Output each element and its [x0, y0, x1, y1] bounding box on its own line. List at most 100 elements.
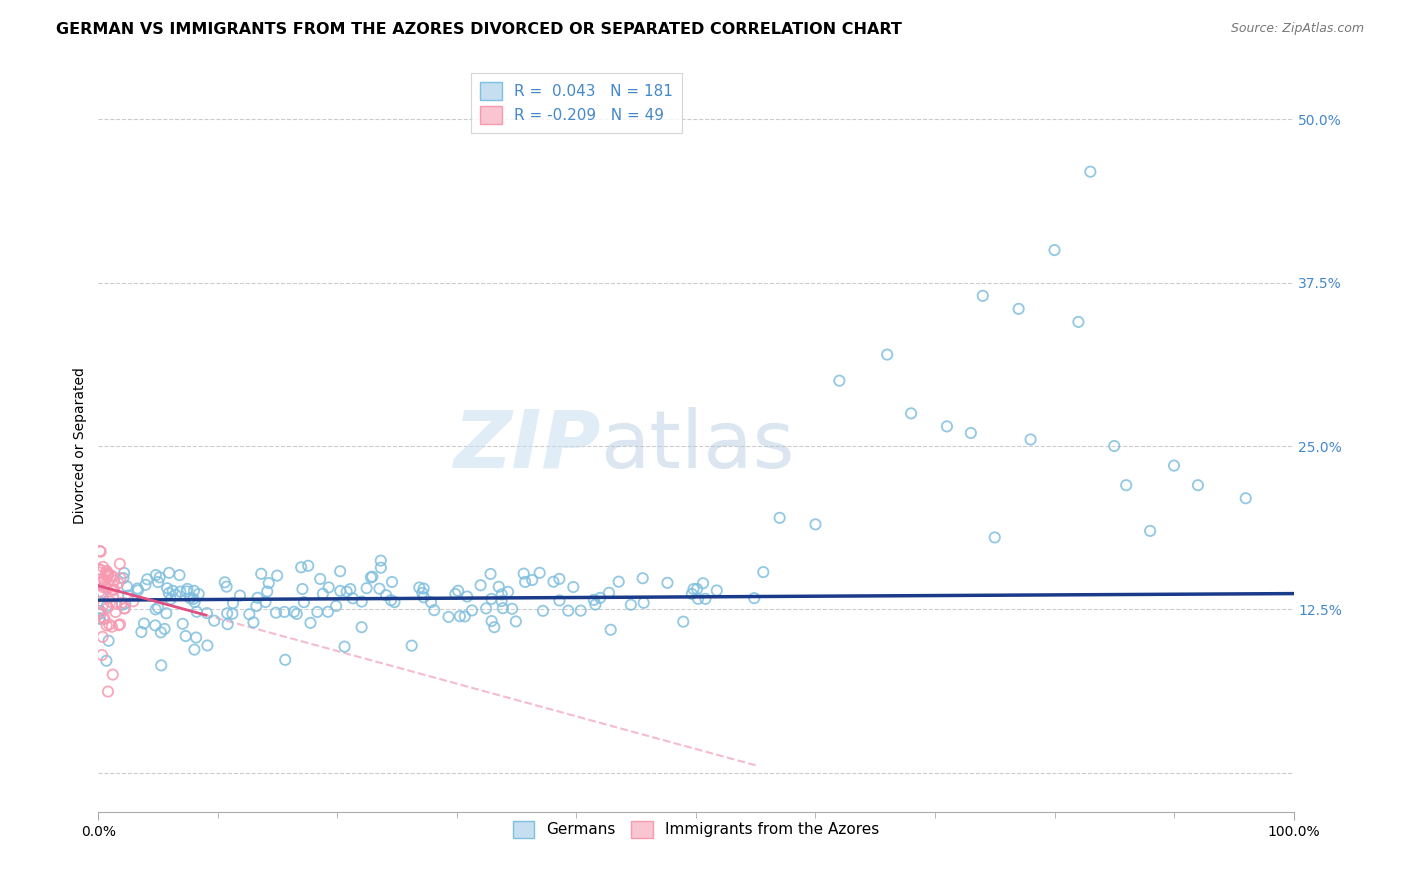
Point	[375, 588, 398, 602]
Point	[695, 591, 717, 606]
Point	[187, 587, 209, 601]
Point	[183, 595, 205, 609]
Point	[562, 580, 585, 594]
Point	[491, 594, 513, 608]
Point	[420, 595, 443, 609]
Point	[479, 566, 502, 581]
Point	[112, 571, 135, 585]
Point	[297, 558, 319, 573]
Point	[90, 576, 112, 591]
Point	[111, 596, 134, 610]
Point	[157, 586, 180, 600]
Point	[96, 580, 118, 594]
Point	[543, 574, 565, 589]
Point	[336, 584, 359, 599]
Point	[492, 601, 515, 615]
Point	[312, 587, 335, 601]
Point	[333, 640, 356, 654]
Point	[145, 568, 167, 582]
Point	[101, 570, 124, 584]
Point	[633, 596, 655, 610]
Point	[183, 583, 205, 598]
Point	[1104, 439, 1126, 453]
Point	[91, 630, 114, 644]
Point	[285, 607, 308, 621]
Point	[505, 615, 527, 629]
Point	[329, 564, 352, 578]
Point	[97, 600, 120, 615]
Point	[96, 565, 118, 579]
Point	[548, 572, 571, 586]
Point	[153, 622, 176, 636]
Point	[91, 585, 114, 599]
Point	[936, 419, 959, 434]
Point	[318, 581, 340, 595]
Point	[132, 616, 155, 631]
Point	[325, 599, 347, 613]
Y-axis label: Divorced or Separated: Divorced or Separated	[73, 368, 87, 524]
Point	[496, 585, 519, 599]
Point	[169, 568, 191, 582]
Point	[107, 618, 129, 632]
Point	[291, 582, 314, 596]
Point	[246, 591, 269, 605]
Point	[329, 583, 352, 598]
Point	[87, 562, 110, 576]
Point	[411, 586, 433, 600]
Point	[90, 563, 112, 577]
Point	[350, 620, 373, 634]
Point	[91, 598, 114, 612]
Point	[162, 583, 184, 598]
Point	[1080, 164, 1102, 178]
Point	[412, 582, 434, 596]
Point	[370, 560, 392, 574]
Point	[97, 633, 120, 648]
Point	[114, 601, 136, 615]
Point	[657, 575, 679, 590]
Point	[401, 639, 423, 653]
Point	[217, 607, 239, 621]
Point	[360, 570, 382, 584]
Point	[672, 615, 695, 629]
Text: GERMAN VS IMMIGRANTS FROM THE AZORES DIVORCED OR SEPARATED CORRELATION CHART: GERMAN VS IMMIGRANTS FROM THE AZORES DIV…	[56, 22, 903, 37]
Point	[89, 575, 111, 590]
Point	[155, 607, 177, 621]
Point	[89, 611, 111, 625]
Point	[768, 511, 790, 525]
Point	[215, 580, 238, 594]
Point	[444, 587, 467, 601]
Point	[682, 582, 704, 596]
Point	[599, 623, 621, 637]
Point	[1008, 301, 1031, 316]
Point	[96, 618, 118, 632]
Point	[195, 606, 218, 620]
Point	[89, 607, 111, 621]
Point	[522, 573, 544, 587]
Point	[1187, 478, 1209, 492]
Point	[98, 595, 121, 609]
Point	[202, 614, 225, 628]
Point	[156, 581, 179, 595]
Point	[292, 595, 315, 609]
Point	[470, 578, 492, 592]
Point	[381, 574, 404, 589]
Point	[254, 595, 277, 609]
Point	[828, 374, 851, 388]
Point	[114, 597, 136, 611]
Point	[368, 582, 391, 596]
Point	[169, 584, 191, 599]
Point	[145, 602, 167, 616]
Point	[479, 591, 502, 606]
Point	[408, 581, 430, 595]
Point	[437, 610, 460, 624]
Point	[484, 620, 506, 634]
Point	[91, 648, 114, 662]
Point	[149, 625, 172, 640]
Point	[256, 584, 278, 599]
Point	[143, 618, 166, 632]
Point	[131, 624, 153, 639]
Point	[101, 583, 124, 598]
Point	[183, 642, 205, 657]
Point	[101, 667, 124, 681]
Point	[706, 583, 728, 598]
